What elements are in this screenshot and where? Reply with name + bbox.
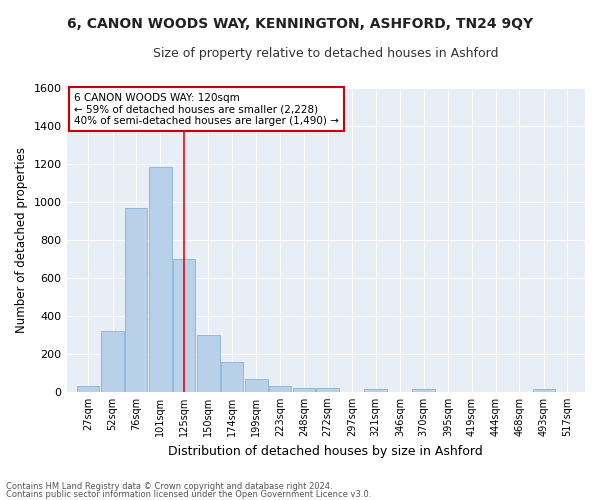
Bar: [125, 208, 147, 392]
Bar: [197, 335, 220, 392]
Text: 6, CANON WOODS WAY, KENNINGTON, ASHFORD, TN24 9QY: 6, CANON WOODS WAY, KENNINGTON, ASHFORD,…: [67, 18, 533, 32]
Bar: [316, 388, 339, 392]
Text: Contains HM Land Registry data © Crown copyright and database right 2024.: Contains HM Land Registry data © Crown c…: [6, 482, 332, 491]
Bar: [364, 389, 387, 392]
Bar: [269, 386, 291, 392]
Bar: [293, 388, 316, 392]
Bar: [245, 380, 268, 392]
Bar: [412, 389, 435, 392]
Title: Size of property relative to detached houses in Ashford: Size of property relative to detached ho…: [153, 48, 499, 60]
Bar: [221, 362, 243, 392]
Bar: [149, 167, 172, 392]
X-axis label: Distribution of detached houses by size in Ashford: Distribution of detached houses by size …: [169, 444, 483, 458]
Text: 6 CANON WOODS WAY: 120sqm
← 59% of detached houses are smaller (2,228)
40% of se: 6 CANON WOODS WAY: 120sqm ← 59% of detac…: [74, 92, 339, 126]
Bar: [173, 259, 195, 392]
Bar: [533, 389, 555, 392]
Bar: [77, 386, 100, 392]
Text: Contains public sector information licensed under the Open Government Licence v3: Contains public sector information licen…: [6, 490, 371, 499]
Y-axis label: Number of detached properties: Number of detached properties: [15, 147, 28, 333]
Bar: [101, 331, 124, 392]
